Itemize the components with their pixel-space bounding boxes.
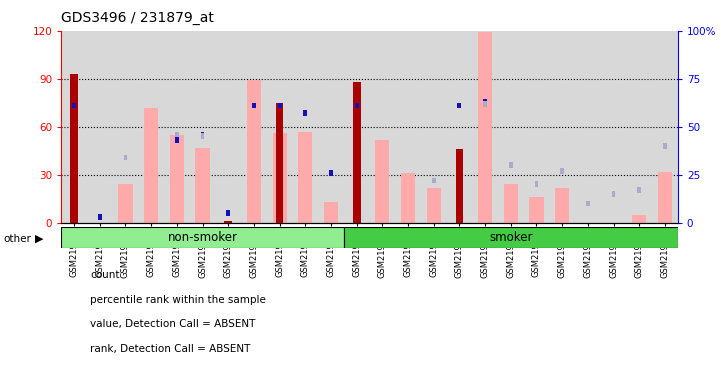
Bar — [98, 214, 102, 220]
Text: GDS3496 / 231879_at: GDS3496 / 231879_at — [61, 11, 214, 25]
Bar — [586, 201, 590, 207]
Bar — [278, 103, 281, 109]
Bar — [658, 172, 672, 223]
Text: percentile rank within the sample: percentile rank within the sample — [90, 295, 266, 305]
Bar — [401, 173, 415, 223]
Bar — [200, 134, 205, 139]
Text: count: count — [90, 270, 120, 280]
Bar — [275, 103, 283, 223]
Bar — [170, 135, 184, 223]
Bar — [224, 221, 232, 223]
Bar — [432, 178, 435, 184]
Bar — [175, 137, 179, 143]
Bar — [61, 227, 344, 248]
Bar — [376, 139, 389, 223]
Text: other: other — [4, 234, 32, 244]
Bar — [252, 103, 256, 109]
Bar — [123, 155, 128, 161]
Bar — [632, 215, 646, 223]
Bar — [329, 170, 333, 176]
Text: ▶: ▶ — [35, 234, 43, 244]
Bar — [72, 103, 76, 109]
Bar — [504, 184, 518, 223]
Bar — [298, 132, 312, 223]
Bar — [555, 187, 569, 223]
Bar — [247, 80, 261, 223]
Bar — [529, 197, 544, 223]
Bar — [144, 108, 158, 223]
Bar — [534, 182, 539, 187]
Text: rank, Detection Call = ABSENT: rank, Detection Call = ABSENT — [90, 344, 250, 354]
Bar — [483, 99, 487, 105]
Text: value, Detection Call = ABSENT: value, Detection Call = ABSENT — [90, 319, 255, 329]
Bar — [324, 202, 338, 223]
Bar — [355, 103, 358, 109]
Bar — [304, 111, 307, 116]
Bar — [560, 168, 564, 174]
Bar — [70, 74, 78, 223]
Bar — [663, 143, 667, 149]
Text: non-smoker: non-smoker — [167, 231, 237, 243]
Bar — [200, 132, 205, 137]
Bar — [344, 227, 678, 248]
Bar — [458, 103, 461, 109]
Bar — [611, 191, 616, 197]
Bar — [195, 147, 210, 223]
Bar — [478, 32, 492, 223]
Bar — [509, 162, 513, 168]
Bar — [637, 187, 641, 193]
Text: smoker: smoker — [489, 231, 533, 243]
Bar — [175, 132, 179, 137]
Bar — [226, 210, 230, 216]
Bar — [483, 101, 487, 107]
Bar — [273, 133, 287, 223]
Bar — [353, 82, 360, 223]
Bar — [118, 184, 133, 223]
Bar — [456, 149, 464, 223]
Bar — [427, 187, 441, 223]
